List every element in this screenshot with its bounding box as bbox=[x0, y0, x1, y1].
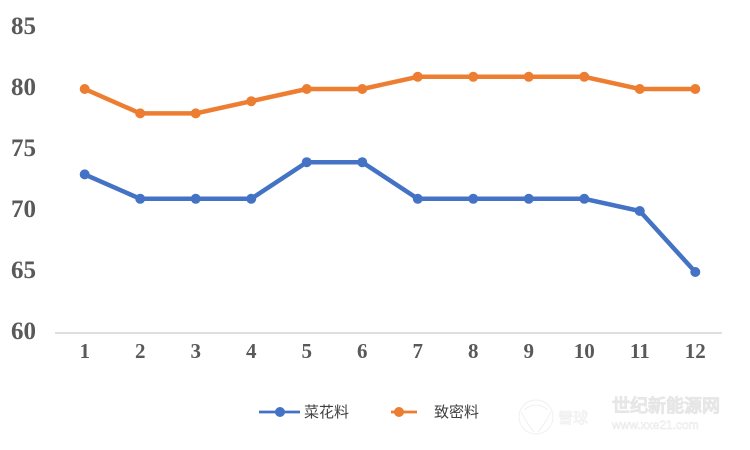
svg-text:雪球: 雪球 bbox=[558, 410, 588, 427]
svg-text:85: 85 bbox=[11, 13, 36, 40]
svg-text:12: 12 bbox=[685, 339, 706, 363]
svg-text:10: 10 bbox=[574, 339, 595, 363]
svg-text:4: 4 bbox=[246, 339, 257, 363]
svg-text:7: 7 bbox=[413, 339, 424, 363]
svg-text:2: 2 bbox=[135, 339, 146, 363]
svg-text:5: 5 bbox=[301, 339, 312, 363]
svg-text:3: 3 bbox=[190, 339, 201, 363]
svg-text:菜花料: 菜花料 bbox=[304, 404, 349, 421]
svg-text:致密料: 致密料 bbox=[434, 404, 479, 421]
svg-text:6: 6 bbox=[357, 339, 368, 363]
svg-text:80: 80 bbox=[11, 74, 36, 101]
svg-text:70: 70 bbox=[11, 196, 36, 223]
svg-text:9: 9 bbox=[524, 339, 535, 363]
svg-text:1: 1 bbox=[79, 339, 90, 363]
svg-text:www.xxe21.com: www.xxe21.com bbox=[611, 418, 699, 432]
svg-text:65: 65 bbox=[11, 257, 36, 284]
svg-text:11: 11 bbox=[630, 339, 650, 363]
svg-text:60: 60 bbox=[11, 318, 36, 345]
svg-text:75: 75 bbox=[11, 135, 36, 162]
svg-text:世纪新能源网: 世纪新能源网 bbox=[612, 395, 720, 416]
svg-text:8: 8 bbox=[468, 339, 479, 363]
